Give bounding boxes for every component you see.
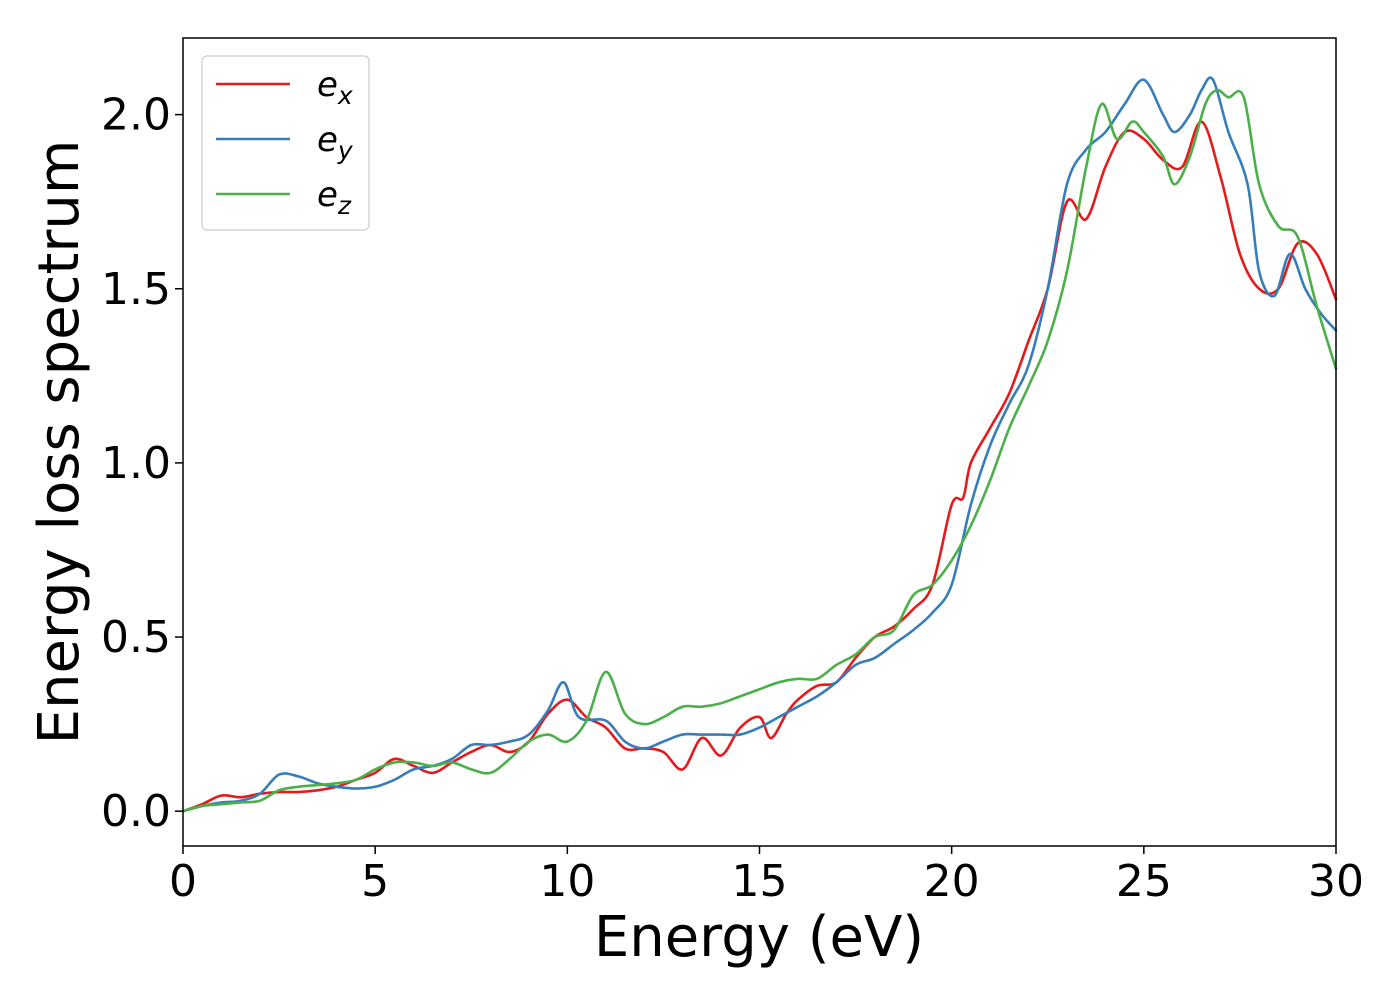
x-tick-label: 30	[1308, 856, 1364, 907]
series-line-ey	[181, 76, 1338, 813]
x-tick-label: 0	[169, 856, 197, 907]
legend-label-ey: ey	[317, 120, 354, 165]
series-line-ez	[181, 88, 1338, 813]
legend-label-subscript: z	[337, 191, 352, 220]
y-axis-ticks: 0.0 0.5 1.0 1.5 2.0	[101, 90, 183, 837]
x-tick-label: 20	[924, 856, 980, 907]
y-tick-label: 1.5	[101, 264, 171, 315]
legend-label-subscript: x	[337, 81, 353, 110]
x-tick-label: 25	[1116, 856, 1172, 907]
legend-label-ex: ex	[317, 65, 353, 110]
x-tick-label: 5	[361, 856, 389, 907]
legend-label-subscript: y	[337, 136, 354, 165]
x-axis-label: Energy (eV)	[594, 905, 924, 970]
y-tick-label: 0.5	[101, 612, 171, 663]
y-tick-label: 0.0	[101, 786, 171, 837]
series-layer	[181, 76, 1338, 813]
y-tick-label: 2.0	[101, 90, 171, 141]
y-axis-label: Energy loss spectrum	[27, 140, 92, 745]
x-tick-label: 15	[732, 856, 788, 907]
x-axis-ticks: 0 5 10 15 20 25 30	[169, 846, 1364, 907]
y-tick-label: 1.0	[101, 438, 171, 489]
legend-box	[201, 55, 370, 231]
x-tick-label: 10	[539, 856, 595, 907]
